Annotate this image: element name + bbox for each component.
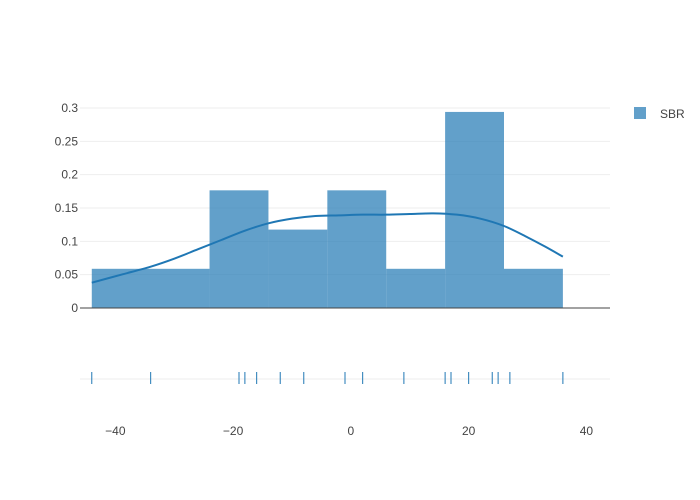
x-axis-ticks: −40 −20 0 20 40 [105, 424, 593, 438]
x-tick-label: −40 [105, 424, 126, 438]
y-tick-label: 0.1 [61, 234, 78, 248]
legend-label-sbr[interactable]: SBR [660, 107, 685, 121]
rug-plot[interactable] [91, 372, 564, 384]
y-tick-label: 0.25 [55, 134, 79, 148]
y-tick-label: 0.05 [55, 268, 79, 282]
y-tick-label: 0.3 [61, 101, 78, 115]
histogram-bar[interactable] [327, 190, 387, 308]
y-tick-label: 0 [71, 301, 78, 315]
histogram-bar[interactable] [445, 111, 504, 308]
x-tick-label: 40 [580, 424, 594, 438]
histogram-bar[interactable] [504, 268, 563, 308]
y-axis-ticks: 0 0.05 0.1 0.15 0.2 0.25 0.3 [55, 101, 79, 315]
x-tick-label: −20 [223, 424, 244, 438]
x-tick-label: 20 [462, 424, 476, 438]
legend-swatch-sbr[interactable] [634, 107, 646, 119]
legend[interactable]: SBR [634, 107, 685, 121]
x-tick-label: 0 [348, 424, 355, 438]
density-curve[interactable] [91, 212, 564, 284]
y-tick-label: 0.15 [55, 201, 79, 215]
histogram-bars[interactable] [91, 111, 563, 308]
y-tick-label: 0.2 [61, 168, 78, 182]
histogram-bar[interactable] [386, 268, 446, 308]
histogram-bar[interactable] [268, 229, 328, 308]
histogram-bar[interactable] [91, 268, 210, 308]
histogram-bar[interactable] [209, 190, 269, 308]
